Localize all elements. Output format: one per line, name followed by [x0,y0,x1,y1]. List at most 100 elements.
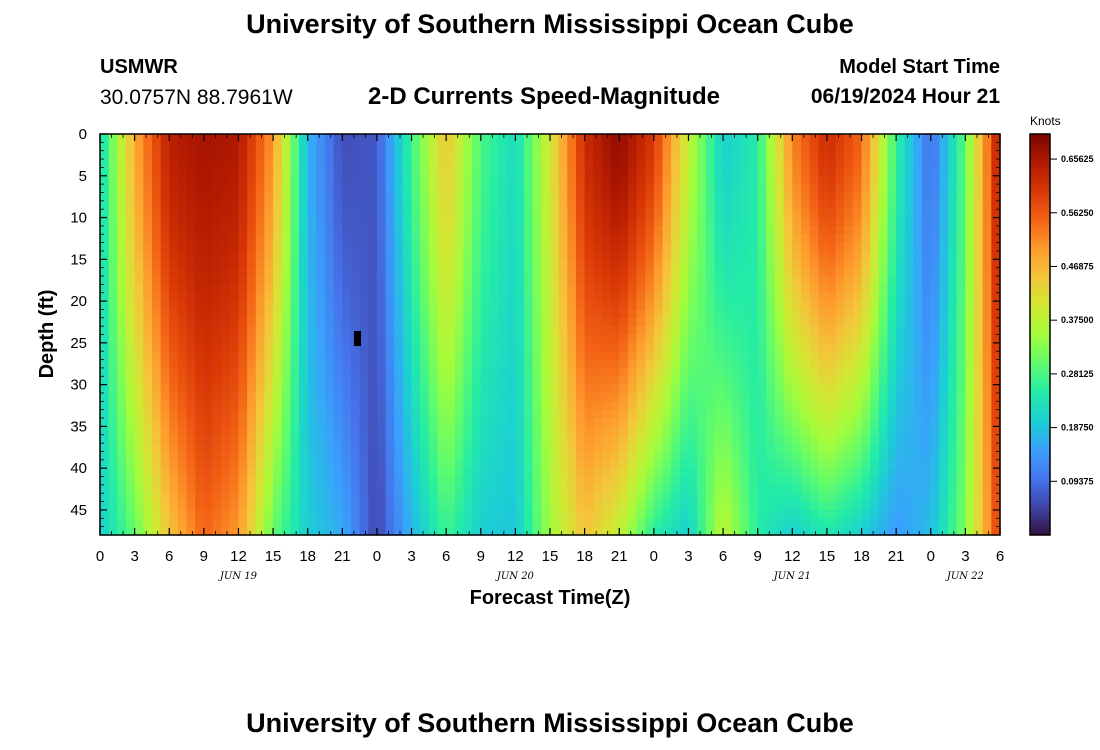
heatmap-cell [913,167,923,177]
heatmap-cell [229,309,240,319]
heatmap-cell [420,476,430,486]
heatmap-cell [610,459,620,469]
heatmap-cell [290,526,300,536]
heatmap-cell [939,175,949,185]
heatmap-cell [783,167,793,177]
heatmap-cell [826,459,837,469]
heatmap-cell [792,409,802,419]
heatmap-cell [671,284,681,294]
heatmap-cell [749,292,759,302]
heatmap-cell [143,192,153,202]
heatmap-cell [134,267,144,277]
heatmap-cell [108,418,118,427]
heatmap-cell [350,459,361,469]
heatmap-cell [385,484,395,494]
heatmap-cell [402,359,413,369]
heatmap-cell [749,242,759,252]
heatmap-cell [186,200,196,210]
heatmap-cell [567,184,577,194]
heatmap-cell [515,134,525,143]
heatmap-cell [679,317,690,327]
heatmap-cell [930,443,941,453]
heatmap-cell [662,326,672,336]
heatmap-cell [904,192,915,202]
heatmap-cell [593,284,603,294]
heatmap-cell [939,284,949,294]
heatmap-cell [143,418,153,427]
heatmap-cell [593,184,603,194]
heatmap-cell [991,234,1001,244]
heatmap-cell [567,209,577,219]
heatmap-cell [818,142,828,152]
heatmap-cell [238,418,248,427]
heatmap-cell [264,317,274,327]
heatmap-cell [818,401,828,411]
heatmap-cell [125,150,136,160]
heatmap-cell [506,284,516,294]
heatmap-cell [835,351,845,361]
heatmap-cell [515,367,525,377]
heatmap-cell [463,200,473,210]
heatmap-cell [939,509,949,519]
heatmap-cell [852,426,863,436]
heatmap-cell [809,426,819,436]
heatmap-cell [299,192,309,202]
heatmap-cell [610,501,620,511]
heatmap-cell [290,401,300,411]
heatmap-cell [766,376,776,386]
heatmap-cell [818,509,828,519]
heatmap-cell [792,192,802,202]
heatmap-cell [852,518,863,528]
heatmap-cell [974,159,984,169]
heatmap-cell [177,175,188,185]
heatmap-cell [238,468,248,478]
heatmap-cell [472,451,482,461]
heatmap-cell [524,234,534,244]
heatmap-cell [333,493,343,503]
heatmap-cell [645,326,655,336]
heatmap-cell [411,409,421,419]
heatmap-cell [402,134,413,143]
heatmap-cell [714,426,724,436]
heatmap-cell [402,468,413,478]
heatmap-cell [515,309,525,319]
heatmap-cell [169,476,179,486]
heatmap-cell [350,276,361,285]
heatmap-cell [480,509,491,519]
heatmap-cell [437,234,447,244]
heatmap-cell [896,326,906,336]
heatmap-cell [368,142,378,152]
heatmap-cell [723,184,733,194]
heatmap-cell [134,159,144,169]
heatmap-cell [844,317,854,327]
heatmap-cell [541,250,551,260]
heatmap-cell [117,493,127,503]
heatmap-cell [939,459,949,469]
heatmap-cell [627,443,638,453]
heatmap-cell [550,234,560,244]
heatmap-cell [818,443,828,453]
heatmap-cell [489,526,499,536]
heatmap-cell [645,200,655,210]
heatmap-cell [394,217,404,227]
heatmap-cell [679,192,690,202]
heatmap-cell [723,192,733,202]
heatmap-cell [463,443,473,453]
heatmap-cell [956,351,966,361]
heatmap-cell [861,384,871,394]
heatmap-cell [731,334,741,344]
heatmap-cell [151,443,162,453]
heatmap-cell [472,175,482,185]
heatmap-cell [575,192,586,202]
heatmap-cell [982,250,992,260]
heatmap-cell [818,384,828,394]
heatmap-cell [281,309,291,319]
heatmap-cell [861,142,871,152]
heatmap-cell [247,317,257,327]
heatmap-cell [117,301,127,311]
heatmap-cell [584,384,594,394]
heatmap-cell [281,242,291,252]
heatmap-cell [705,376,716,386]
heatmap-cell [861,259,871,269]
heatmap-cell [550,267,560,277]
